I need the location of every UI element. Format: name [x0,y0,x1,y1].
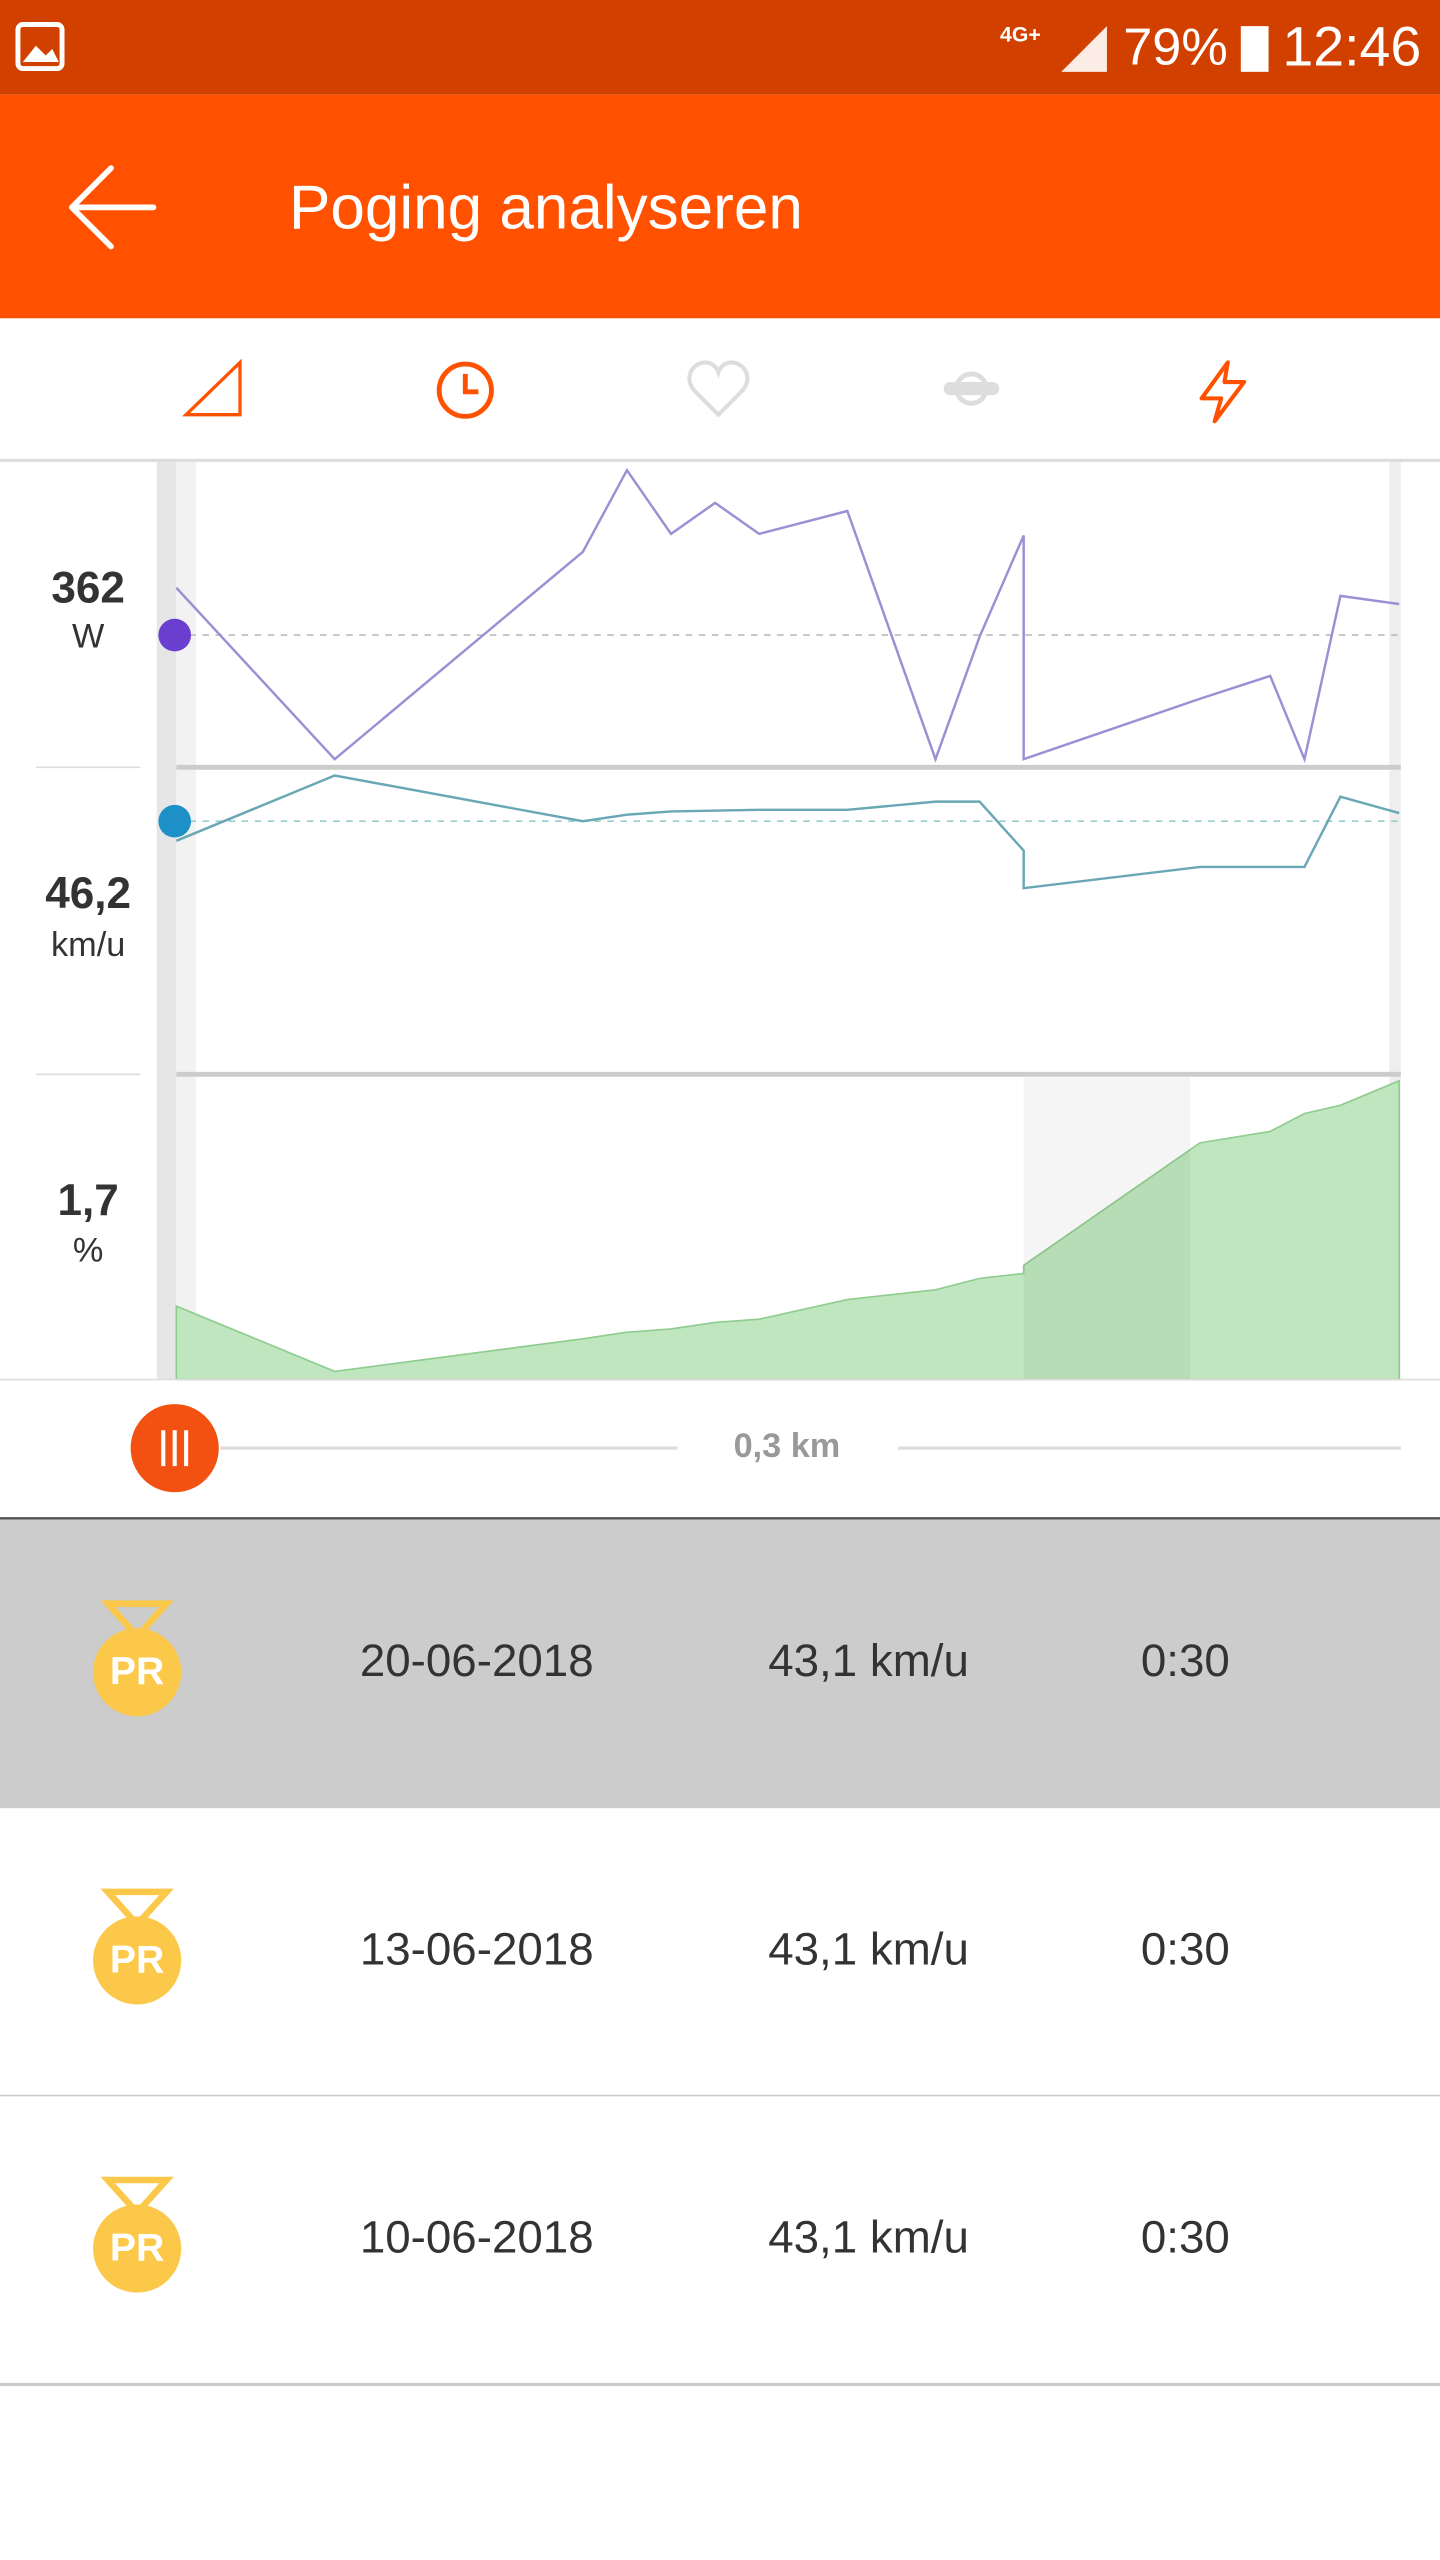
back-button[interactable] [68,165,157,250]
segment-highlight [1023,1077,1191,1380]
attempt-date: 20-06-2018 [360,1635,594,1686]
metric-value: 1,7 [58,1176,119,1225]
chart-left-shade [176,462,196,1380]
cadence-tab[interactable] [943,371,1000,406]
grade-area [175,1079,1400,1381]
network-label: 4G+ [1000,24,1041,47]
time-tab[interactable] [436,361,494,419]
elevation-tab[interactable] [182,358,242,417]
heart-tab[interactable] [687,360,750,418]
attempt-speed: 43,1 km/u [768,1635,969,1686]
clock: 12:46 [1282,15,1421,77]
battery-label: 79% [1123,18,1228,76]
metric-unit: km/u [51,926,125,964]
attempt-row[interactable] [0,1808,1440,2097]
metric-unit: W [72,617,105,655]
attempt-time: 0:30 [1141,2211,1230,2262]
scrubber-handle[interactable] [130,1404,219,1493]
metric-unit: % [73,1231,103,1269]
metric-value: 362 [51,564,125,613]
attempt-date: 10-06-2018 [360,2211,594,2262]
power-line [175,467,1400,764]
chart-right-edge [1389,462,1401,1380]
attempt-row[interactable] [0,1520,1440,1809]
attempt-time: 0:30 [1141,1923,1230,1974]
speed-line [175,774,1400,890]
gallery-icon-shape [22,45,59,63]
attempt-time: 0:30 [1141,1635,1230,1686]
medal-ribbon [100,1600,174,1642]
medal-label: PR [110,1650,164,1693]
medal [93,1628,182,1717]
speed-cursor[interactable] [158,804,192,838]
chart-left-edge [156,462,177,1380]
medal-label: PR [110,2227,164,2270]
attempt-date: 13-06-2018 [360,1923,594,1974]
tab-bar [0,318,1440,461]
app-bar [0,94,1440,319]
attempt-row[interactable] [0,2096,1440,2385]
power-cursor[interactable] [158,618,192,652]
screen-title: Poging analyseren [289,174,803,243]
medal-label: PR [110,1938,164,1981]
distance-label: 0,3 km [734,1427,841,1465]
medal [93,2204,182,2293]
gallery-icon [15,22,65,72]
power-tab[interactable] [1199,360,1247,424]
medal-ribbon [100,2176,174,2218]
medal-ribbon [100,1888,174,1930]
battery-icon [1240,26,1269,72]
attempt-speed: 43,1 km/u [768,2211,969,2262]
attempt-speed: 43,1 km/u [768,1923,969,1974]
medal [93,1916,182,2005]
status-bar [0,0,1440,95]
metric-value: 46,2 [45,869,131,918]
